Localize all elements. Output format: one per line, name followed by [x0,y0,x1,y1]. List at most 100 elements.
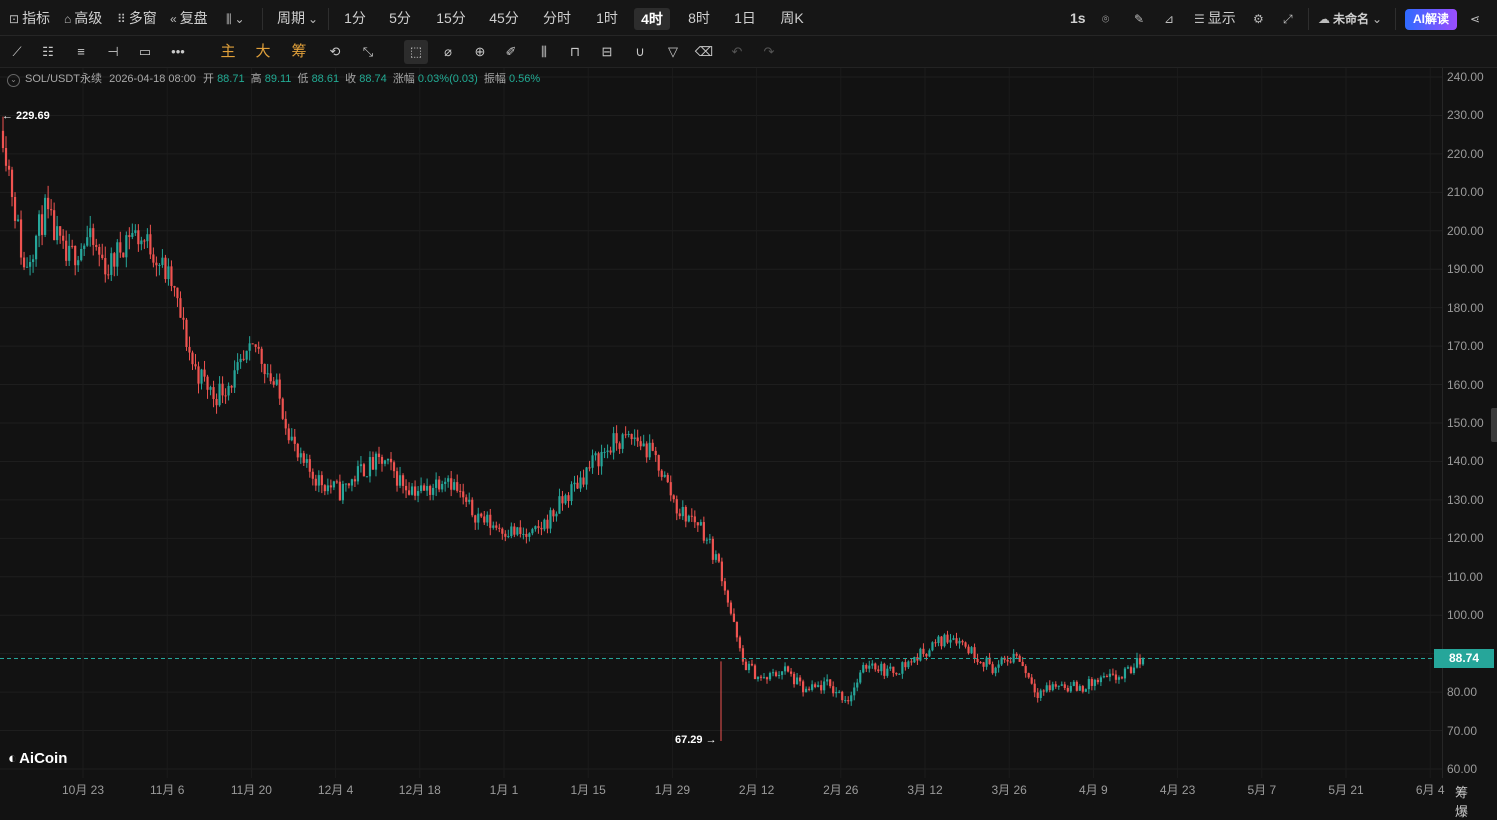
candle-body [441,483,444,490]
candle-body [501,528,504,534]
time-tick-label: 5月 7 [1247,783,1277,797]
price-tick-label: 140.00 [1447,454,1484,469]
collapse-icon[interactable]: ⌄ [7,74,20,87]
interval-15m[interactable]: 15分 [436,10,466,26]
interval-1d[interactable]: 1日 [734,10,756,26]
candle-body [835,692,838,694]
cursor-icon[interactable]: ⬚ [404,40,428,64]
candle-overlay-icon[interactable]: ⫼ [541,44,547,59]
right-panel-handle[interactable] [1491,408,1497,442]
horizontal-lines-icon[interactable]: ≡ [77,44,85,59]
candle-body [549,510,552,529]
parallel-lines-icon[interactable]: ☷ [42,44,54,59]
chart-style-button[interactable]: ⫼ ⌄ [226,0,248,36]
price-axis[interactable] [1442,68,1497,778]
candle-body [299,453,302,458]
candle-body [889,666,892,669]
trendline-icon[interactable]: ⟋ [12,44,22,59]
select-icon[interactable]: ⊿ [1164,12,1175,26]
candle-body [1069,685,1072,692]
time-tick-label: 2月 26 [823,783,859,797]
magnet-icon[interactable]: ∪ [635,44,645,59]
candle-body [555,513,558,517]
candle-body [756,676,760,680]
interval-45m[interactable]: 45分 [489,10,519,26]
display-button[interactable]: ☰ 显示 [1194,0,1236,36]
filter-icon[interactable]: ▽ [668,44,678,59]
price-chart[interactable] [0,68,1442,778]
candle-body [413,486,417,496]
candle-body [844,700,847,702]
interval-1h[interactable]: 1时 [596,10,618,26]
candle-body [284,418,287,429]
candle-body [826,679,829,682]
close-value: 88.74 [359,73,387,85]
ai-interpret-button[interactable]: AI解读 [1405,9,1457,30]
candle-body [573,482,576,485]
multi-window-button[interactable]: ⠿ 多窗 [117,0,157,36]
candle-body [480,513,483,517]
candle-body [880,663,883,672]
candle-body [841,691,844,701]
more-icon[interactable]: ••• [171,44,185,59]
rewind-icon: « [170,12,177,26]
main-indicator-button[interactable]: 主 [220,43,236,60]
interval-timeshare[interactable]: 分时 [543,10,571,26]
interval-8h[interactable]: 8时 [688,10,710,26]
candlesticks [1,116,1145,741]
ohlc-legend: ⌄ SOL/USDT永续 2026-04-18 08:00 开 88.71 高 8… [7,72,540,87]
candle-body [805,688,808,693]
indicator-button[interactable]: ⊡ 指标 [9,0,50,36]
layout-dropdown[interactable]: ☁ 未命名 ⌄ [1318,0,1385,36]
chevron-down-icon: ⌄ [1372,12,1383,26]
undo-icon[interactable]: ↶ [731,44,743,59]
advanced-button[interactable]: ⌂ 高级 [64,0,102,36]
symbol-name[interactable]: SOL/USDT永续 [25,73,103,85]
candle-body [389,458,393,463]
gear-icon[interactable]: ⚙ [1253,12,1264,26]
measure-icon[interactable]: ⤡ [362,44,374,59]
ruler-icon[interactable]: ⌀ [444,44,452,59]
horizontal-ray-icon[interactable]: ⊣ [107,44,119,59]
big-order-button[interactable]: 大 [255,43,271,60]
candle-body [768,673,772,680]
redo-icon[interactable]: ↷ [763,44,775,59]
candle-body [447,478,450,482]
candle-body [696,522,699,526]
camera-icon[interactable]: ⌾ [1102,12,1110,26]
interval-1m[interactable]: 1分 [344,10,366,26]
trash-icon[interactable]: ⌫ [694,44,714,59]
candle-body [320,475,323,486]
chips-button[interactable]: 筹 [291,43,307,60]
rectangle-icon[interactable]: ▭ [138,44,152,59]
candle-body [203,369,206,377]
period-dropdown[interactable]: 周期 ⌄ [277,0,321,36]
candle-body [877,669,880,672]
candle-body [338,481,341,501]
pencil-icon[interactable]: ✎ [1134,12,1145,26]
corner-buttons[interactable]: 筹 爆 [1455,785,1474,819]
interval-4h[interactable]: 4时 [634,8,670,30]
template-icon[interactable]: ⊟ [601,44,613,59]
sync-drawing-icon[interactable]: ⟲ [329,44,341,59]
candle-body [967,646,970,654]
share-icon[interactable]: ⋖ [1470,12,1481,26]
refresh-rate-button[interactable]: 1s [1070,10,1086,26]
fullscreen-icon[interactable]: ⤢ [1283,12,1293,26]
brush-icon[interactable]: ✐ [505,44,517,59]
candle-body [588,467,591,469]
candle-body [197,366,200,384]
candle-body [771,672,775,674]
lock-icon[interactable]: ⊓ [569,44,581,59]
interval-1w[interactable]: 周K [780,10,804,26]
divider [1395,8,1396,30]
price-tick-label: 170.00 [1447,339,1484,354]
candle-body [853,687,856,696]
zoom-icon[interactable]: ⊕ [474,44,486,59]
candle-body [311,471,314,479]
candle-body [22,257,26,268]
candle-body [937,636,940,644]
multi-window-label: 多窗 [128,10,157,26]
replay-button[interactable]: «复盘 [170,0,208,36]
interval-5m[interactable]: 5分 [389,10,411,26]
